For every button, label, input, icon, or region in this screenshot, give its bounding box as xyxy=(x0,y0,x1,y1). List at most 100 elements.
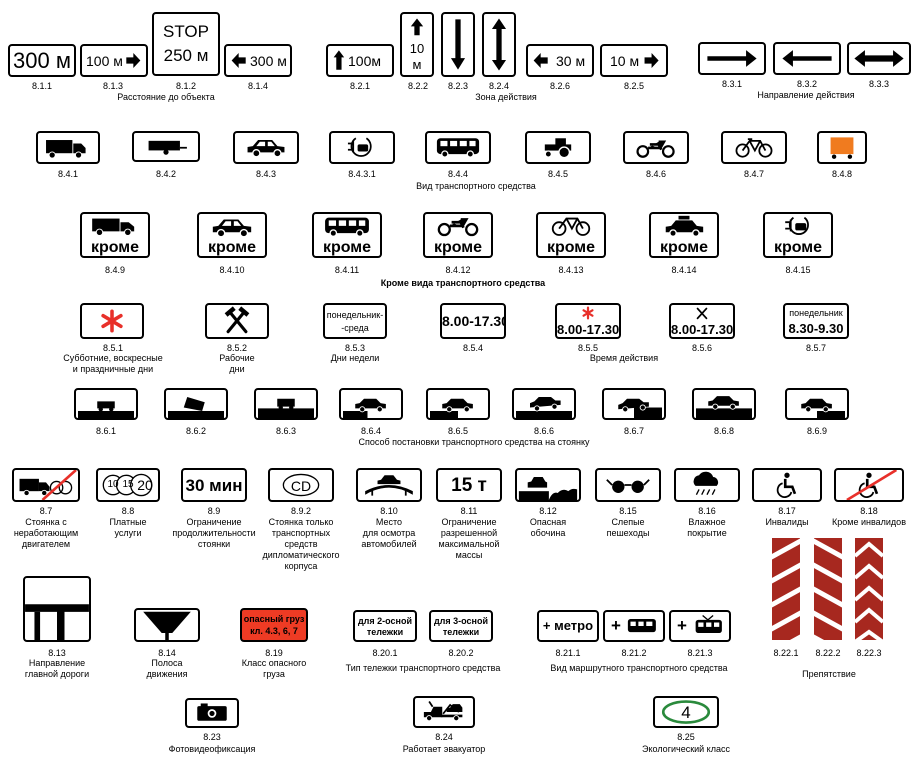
caption-weekdays: Дни недели xyxy=(330,353,380,363)
sign-number: 8.22.2 xyxy=(815,648,841,658)
obstacle-stripes-icon xyxy=(853,536,885,642)
engine-off-icon xyxy=(19,470,77,500)
tram-icon xyxy=(695,614,722,633)
sign-8-6-6 xyxy=(512,388,576,420)
sign-8-11: 15 т xyxy=(436,468,502,502)
arrow-up-icon xyxy=(410,18,424,36)
caption-parking-method: Способ постановки транспортного средства… xyxy=(358,437,590,447)
sign-8-4-3 xyxy=(233,131,299,164)
parking-method-icon xyxy=(618,398,662,418)
sign-number: 8.6.8 xyxy=(713,426,735,436)
sign-8-12 xyxy=(515,468,581,502)
caption-photo: Фотовидеофиксация xyxy=(168,744,256,754)
sign-number: 8.2.6 xyxy=(549,81,571,91)
electric-car-icon xyxy=(347,137,372,157)
caption-direction: Направление действия xyxy=(757,90,855,100)
dangerous-goods-vehicle-icon xyxy=(830,137,854,159)
sign-8-3-2 xyxy=(773,42,841,75)
caption-distance: Расстояние до объекта xyxy=(117,92,215,102)
sign-8-1-2: STOP 250 м xyxy=(152,12,220,76)
sign-8-4-11: кроме xyxy=(312,212,382,258)
arrow-left-icon xyxy=(533,53,548,68)
sign-8-20-2: для 3-осной тележки xyxy=(429,610,493,642)
time-end: 17.30 xyxy=(473,313,506,329)
sign-8-10 xyxy=(356,468,422,502)
coin-15: 15 xyxy=(122,479,134,490)
sign-number: 8.11 xyxy=(460,506,478,516)
sign-number: 8.4.11 xyxy=(334,265,360,275)
sign-8-4-1 xyxy=(36,131,100,164)
sign-8-2-4 xyxy=(482,12,516,77)
sign-8-17 xyxy=(752,468,822,502)
arrow-left-icon xyxy=(231,53,246,68)
time-end: 17.30 xyxy=(586,322,620,337)
sign-number: 8.5.2 xyxy=(226,343,248,353)
sign-number: 8.4.12 xyxy=(445,265,471,275)
sign-8-1-4: 300 м xyxy=(224,44,292,77)
sign-8-21-3: + xyxy=(669,610,731,642)
sign-number: 8.4.10 xyxy=(219,265,245,275)
sign-number: 8.6.5 xyxy=(447,426,469,436)
sign-number: 8.5.7 xyxy=(805,343,827,353)
sign-8-4-9: кроме xyxy=(80,212,150,258)
sign-8-6-3 xyxy=(254,388,318,420)
sign-number: 8.7 xyxy=(39,506,53,516)
parking-method-icon xyxy=(168,397,224,418)
asterisk-icon xyxy=(101,309,123,333)
caption-dangerous-class: Класс опасного груза xyxy=(241,658,307,679)
inspection-ramp-icon xyxy=(365,475,413,496)
sign-number: 8.4.1 xyxy=(57,169,79,179)
sign-8-13 xyxy=(23,576,91,642)
car-icon xyxy=(212,219,252,238)
sign-number: 8.4.2 xyxy=(155,169,177,179)
sign-number: 8.4.13 xyxy=(558,265,584,275)
tractor-icon xyxy=(544,138,572,159)
sign-8-4-8 xyxy=(817,131,867,164)
parking-method-icon xyxy=(696,396,752,418)
sign-8-18 xyxy=(834,468,904,502)
sign-8-14 xyxy=(134,608,200,642)
trailer-icon xyxy=(148,140,187,155)
sign-number: 8.15 xyxy=(619,506,637,516)
sign-number: 8.12 xyxy=(539,506,557,516)
sign-8-4-13: кроме xyxy=(536,212,606,258)
caption-diplomatic: Стоянка только транспортных средств дипл… xyxy=(262,517,340,571)
sign-8-5-2 xyxy=(205,303,269,339)
sign-number: 8.6.9 xyxy=(806,426,828,436)
cd-oval-icon xyxy=(282,473,320,497)
sign-8-6-1 xyxy=(74,388,138,420)
sign-8-25: 4 xyxy=(653,696,719,728)
sign-number: 8.23 xyxy=(203,732,221,742)
truck-icon xyxy=(92,218,135,236)
hammers-icon xyxy=(224,306,250,334)
sign-number: 8.17 xyxy=(778,506,796,516)
sign-number: 8.2.3 xyxy=(447,81,469,91)
bus-icon xyxy=(436,138,480,158)
sign-number: 8.9.2 xyxy=(290,506,312,516)
sign-8-4-12: кроме xyxy=(423,212,493,258)
sign-8-9: 30 мин xyxy=(181,468,247,502)
sign-8-3-3 xyxy=(847,42,911,75)
caption-blind: Слепые пешеходы xyxy=(606,517,650,538)
sign-number: 8.25 xyxy=(677,732,695,742)
arrow-right-icon xyxy=(126,53,141,68)
time-start: 8.00 xyxy=(442,313,470,329)
main-road-direction-icon xyxy=(25,578,89,640)
parking-method-icon xyxy=(430,398,473,418)
sign-8-6-8 xyxy=(692,388,756,420)
time-dash: - xyxy=(696,322,701,337)
sign-number: 8.6.1 xyxy=(95,426,117,436)
time-start: 8.00 xyxy=(671,322,697,337)
motorcycle-icon xyxy=(636,140,675,158)
sign-8-6-9 xyxy=(785,388,849,420)
sign-8-4-15: кроме xyxy=(763,212,833,258)
caption-time: Время действия xyxy=(589,353,659,363)
sign-number: 8.9 xyxy=(207,506,221,516)
bus-icon xyxy=(325,217,369,238)
sign-number: 8.21.1 xyxy=(555,648,581,658)
sign-8-5-6: 8.00-17.30 xyxy=(669,303,735,339)
arrow-left-right-icon xyxy=(854,50,904,67)
caption-except-vehicle: Кроме вида транспортного средства xyxy=(380,278,546,288)
sign-8-20-1: для 2-осной тележки xyxy=(353,610,417,642)
sign-number: 8.4.14 xyxy=(671,265,697,275)
